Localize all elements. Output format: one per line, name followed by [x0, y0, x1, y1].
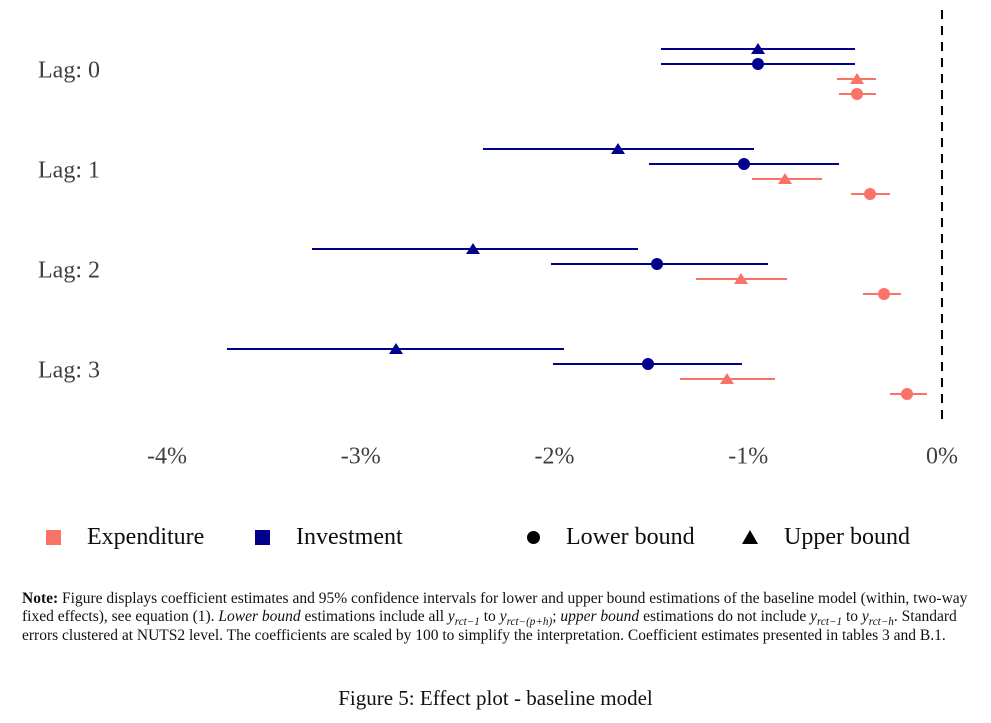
- upper-bound-marker-icon: [466, 243, 481, 254]
- lower-bound-marker-icon: [651, 258, 664, 270]
- upper-bound-marker-icon: [733, 273, 748, 284]
- note-segment: rct−1: [817, 616, 843, 629]
- lower-bound-circle-icon: [527, 530, 540, 544]
- upper-bound-marker-icon: [750, 43, 765, 54]
- lower-bound-marker-icon: [751, 58, 764, 70]
- note-segment: Lower bound: [218, 608, 301, 626]
- note-segment: Note:: [22, 589, 59, 607]
- legend-item-upper-bound: Upper bound: [742, 523, 910, 551]
- plot-area: -4% -3% -2% -1% 0% Lag: 0 Lag: 1 Lag: 2 Lag: 3: [38, 10, 958, 470]
- upper-bound-marker-icon: [778, 173, 793, 184]
- note-segment: estimations include all: [300, 608, 448, 626]
- legend-item-expenditure: Expenditure: [46, 523, 204, 551]
- note-segment: . Standard errors clustered at NUTS2 lev…: [22, 608, 957, 644]
- legend-label-investment: Investment: [296, 523, 403, 550]
- legend-label-expenditure: Expenditure: [87, 523, 205, 550]
- note-segment: upper bound: [560, 608, 640, 626]
- x-axis-tick-label: -4%: [147, 443, 187, 470]
- note-segment: y: [861, 608, 869, 626]
- expenditure-square-icon: [46, 529, 61, 545]
- legend-label-lower-bound: Lower bound: [566, 523, 695, 550]
- note-segment: rct−(p+h): [506, 616, 553, 629]
- y-axis-group-label: Lag: 1: [38, 157, 100, 184]
- x-axis-tick-label: -1%: [728, 443, 769, 470]
- lower-bound-marker-icon: [641, 358, 654, 370]
- legend-item-investment: Investment: [255, 523, 403, 551]
- note-segment: y: [810, 608, 817, 626]
- y-axis-group-label: Lag: 2: [38, 257, 100, 284]
- lower-bound-marker-icon: [877, 288, 890, 300]
- figure-caption: Figure 5: Effect plot - baseline model: [338, 686, 653, 710]
- legend: Expenditure Investment Lower bound Upper…: [0, 523, 991, 553]
- legend-label-upper-bound: Upper bound: [784, 523, 910, 550]
- zero-reference-line: [941, 10, 943, 424]
- x-axis-tick-label: 0%: [926, 443, 958, 470]
- upper-bound-marker-icon: [719, 373, 734, 384]
- lower-bound-marker-icon: [738, 158, 751, 170]
- lower-bound-marker-icon: [850, 88, 863, 100]
- note-segment: y: [499, 608, 507, 626]
- note-segment: y: [447, 608, 455, 626]
- y-axis-group-label: Lag: 0: [38, 57, 100, 84]
- note-segment: rct−h: [868, 616, 894, 629]
- lower-bound-marker-icon: [901, 388, 914, 400]
- x-axis-tick-label: -2%: [534, 443, 575, 470]
- note-text: Note: Figure displays coefficient estima…: [22, 590, 974, 646]
- investment-square-icon: [255, 529, 270, 545]
- legend-item-lower-bound: Lower bound: [527, 523, 695, 551]
- note-segment: rct−1: [454, 616, 480, 629]
- y-axis-group-label: Lag: 3: [38, 357, 100, 384]
- x-axis-tick-label: -3%: [340, 443, 381, 470]
- note-segment: estimations do not include: [639, 608, 811, 626]
- upper-bound-marker-icon: [611, 143, 626, 154]
- upper-bound-marker-icon: [388, 343, 403, 354]
- note-segment: Figure displays coefficient estimates an…: [22, 589, 968, 626]
- upper-bound-triangle-icon: [742, 530, 758, 544]
- lower-bound-marker-icon: [864, 188, 877, 200]
- note-segment: ;: [552, 608, 561, 626]
- upper-bound-marker-icon: [849, 73, 864, 84]
- note-segment: to: [842, 608, 862, 626]
- note-segment: to: [479, 608, 500, 626]
